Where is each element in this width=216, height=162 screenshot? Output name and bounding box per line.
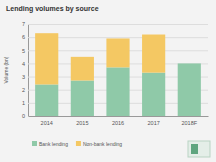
x-tick-label: 2017 bbox=[148, 120, 160, 126]
x-tick-label: 2016 bbox=[112, 120, 124, 126]
y-axis: 0 1 2 3 4 5 6 7 bbox=[22, 21, 208, 119]
y-tick-label: 0 bbox=[22, 113, 25, 119]
legend-label: Non-bank lending bbox=[83, 141, 122, 147]
y-axis-title: Volume (bn) bbox=[3, 56, 9, 83]
bar-segment bbox=[142, 35, 165, 73]
bar-segment bbox=[142, 73, 165, 116]
y-tick-label: 1 bbox=[22, 100, 25, 106]
bar-segment bbox=[106, 67, 129, 116]
x-tick: 2017 bbox=[148, 116, 160, 126]
bar-segment bbox=[71, 57, 94, 81]
legend-item: Bank lending bbox=[32, 141, 68, 147]
y-tick-label: 5 bbox=[22, 48, 25, 54]
x-axis-line bbox=[29, 116, 209, 117]
y-tick: 7 bbox=[22, 21, 208, 27]
legend-label: Bank lending bbox=[39, 141, 68, 147]
bar-segment bbox=[35, 84, 58, 116]
title: Lending volumes by source bbox=[6, 5, 99, 13]
plot: 0 1 2 3 4 5 6 7 2014 2015 2016 2017 2018F bbox=[22, 21, 209, 126]
y-axis-line bbox=[29, 25, 209, 117]
legend-swatch bbox=[76, 141, 81, 146]
x-tick: 2018F bbox=[181, 116, 197, 126]
y-tick-label: 4 bbox=[22, 61, 25, 67]
logo bbox=[188, 141, 210, 157]
x-tick-label: 2015 bbox=[76, 120, 88, 126]
bars bbox=[35, 33, 201, 116]
x-tick: 2014 bbox=[41, 116, 53, 126]
bar-segment bbox=[71, 81, 94, 116]
y-tick-label: 6 bbox=[22, 34, 25, 40]
legend-item: Non-bank lending bbox=[76, 141, 122, 147]
x-tick: 2015 bbox=[76, 116, 88, 126]
y-tick-label: 2 bbox=[22, 87, 25, 93]
y-tick-label: 3 bbox=[22, 74, 25, 80]
bar-segment bbox=[178, 63, 201, 116]
bar-segment bbox=[35, 33, 58, 84]
y-tick-label: 7 bbox=[22, 21, 25, 27]
logo-mark bbox=[191, 144, 198, 154]
legend: Bank lending Non-bank lending bbox=[32, 141, 122, 147]
background bbox=[0, 0, 216, 162]
grid-line bbox=[28, 24, 208, 25]
grid-line bbox=[28, 116, 208, 117]
x-tick-label: 2014 bbox=[41, 120, 53, 126]
x-tick-label: 2018F bbox=[181, 120, 197, 126]
x-axis: 2014 2015 2016 2017 2018F bbox=[29, 116, 209, 126]
chart: Lending volumes by source012345672014201… bbox=[0, 0, 216, 162]
bar-segment bbox=[106, 38, 129, 67]
x-tick: 2016 bbox=[112, 116, 124, 126]
legend-swatch bbox=[32, 141, 37, 146]
